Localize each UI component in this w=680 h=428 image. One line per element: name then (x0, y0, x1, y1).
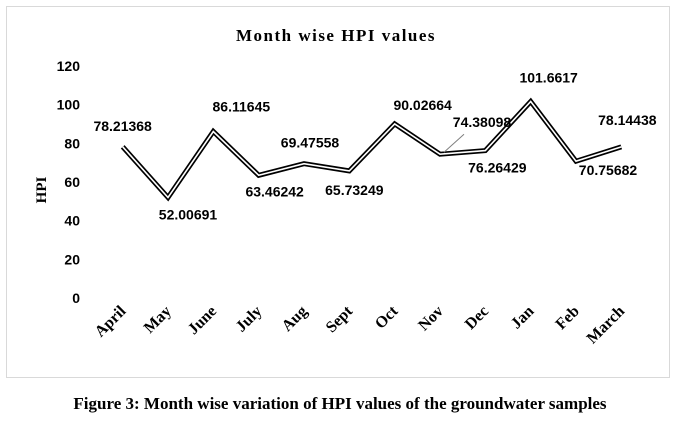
x-tick-labels: April May June July Aug Sept Oct Nov Dec Jan Feb Ma… (92, 302, 629, 347)
figure-caption: Figure 3: Month wise variation of HPI va… (73, 394, 607, 413)
y-tick-label: 20 (64, 251, 80, 267)
y-tick-label: 100 (57, 97, 81, 113)
data-label: 76.26429 (468, 160, 527, 176)
data-label: 65.73249 (325, 182, 384, 198)
data-label: 70.75682 (579, 162, 638, 178)
data-label: 52.00691 (159, 206, 218, 222)
x-tick-label: July (233, 303, 266, 336)
y-tick-label: 120 (57, 58, 81, 74)
data-label: 63.46242 (245, 183, 304, 199)
chart-frame (6, 6, 670, 378)
series-line-inner (122, 100, 622, 199)
data-label: 78.21368 (93, 118, 152, 134)
data-label: 74.38098 (453, 114, 512, 130)
x-tick-label: April (92, 302, 130, 340)
x-tick-label: Aug (279, 303, 311, 335)
y-axis-label: HPI (34, 177, 50, 204)
x-tick-label: Feb (553, 303, 583, 333)
data-label: 69.47558 (281, 135, 340, 151)
y-tick-label: 60 (64, 174, 80, 190)
hpi-line-chart: Month wise HPI values HPI 0 20 40 60 80 100 12… (34, 26, 657, 347)
data-label: 90.02664 (393, 97, 452, 113)
chart-title: Month wise HPI values (236, 26, 436, 45)
y-tick-label: 0 (72, 290, 80, 306)
data-labels: 78.21368 52.00691 86.11645 63.46242 69.47558… (93, 69, 656, 222)
y-tick-label: 40 (64, 213, 80, 229)
x-tick-label: Nov (415, 303, 447, 335)
x-tick-label: Dec (462, 303, 492, 333)
nov-label-leader (443, 133, 465, 153)
x-tick-label: May (141, 303, 175, 337)
data-label: 86.11645 (213, 99, 271, 115)
y-tick-labels: 0 20 40 60 80 100 120 (57, 58, 81, 306)
hpi-series-line (120, 97, 623, 202)
x-tick-label: March (584, 303, 629, 348)
data-label: 101.6617 (519, 69, 578, 85)
x-tick-label: Jan (508, 303, 538, 333)
x-tick-label: Oct (372, 302, 402, 332)
data-label-leader-lines (443, 133, 465, 153)
data-label: 78.14438 (598, 112, 657, 128)
x-tick-label: Sept (323, 302, 357, 336)
x-tick-label: June (185, 303, 220, 338)
y-tick-label: 80 (64, 135, 80, 151)
